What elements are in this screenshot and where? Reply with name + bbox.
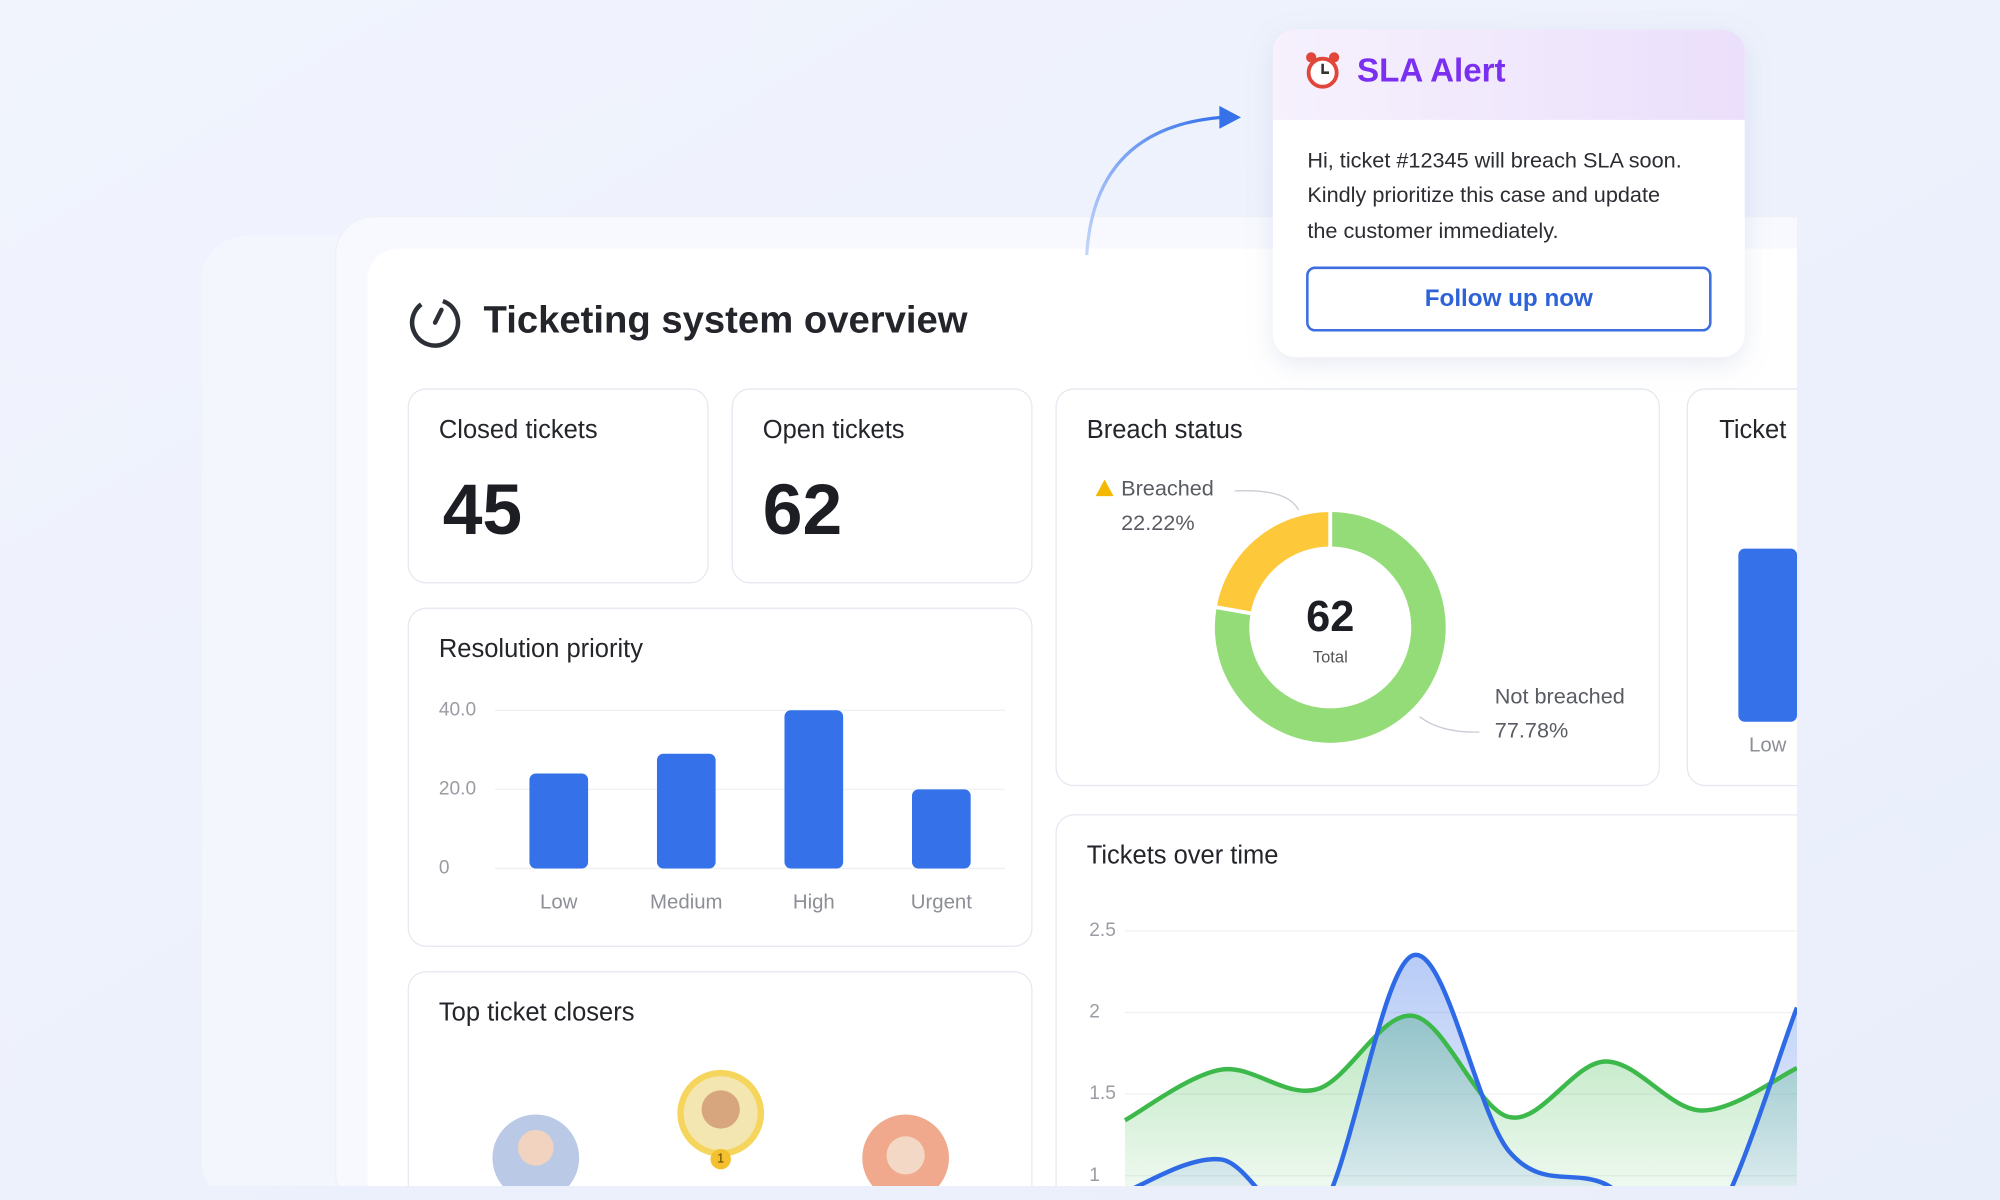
card-title: Tickets over time: [1087, 842, 1279, 870]
series-line: [1123, 1013, 1798, 1123]
bar: [1738, 548, 1798, 722]
y-tick-label: 1: [1089, 1165, 1100, 1186]
bar: [656, 753, 716, 869]
rank-badge: [710, 1148, 731, 1170]
kpi-card: [407, 388, 709, 584]
x-tick-label: Low: [1749, 734, 1787, 756]
x-tick-label: Urgent: [911, 891, 973, 913]
x-tick-label: Low: [540, 891, 578, 913]
x-tick-label: Medium: [650, 891, 723, 913]
header-icon: [409, 297, 461, 348]
warning-icon: [1095, 479, 1114, 497]
leader-line: [1234, 490, 1299, 511]
bar: [529, 773, 589, 869]
slice-label: Not breached: [1495, 683, 1625, 708]
kpi-label: Open tickets: [763, 416, 905, 444]
y-tick-label: 2.5: [1089, 920, 1116, 941]
alert-message: Kindly prioritize this case and update: [1307, 182, 1660, 207]
follow-up-button[interactable]: Follow up now: [1306, 266, 1712, 332]
button-frame[interactable]: [1306, 266, 1712, 332]
y-tick-label: 1.5: [1089, 1083, 1116, 1104]
header-icon-hand: [432, 307, 444, 325]
slice-value-label: 77.78%: [1495, 718, 1568, 743]
alert-message: Hi, ticket #12345 will breach SLA soon.: [1307, 148, 1681, 173]
donut-total: 62: [1306, 593, 1354, 641]
alarm-bell: [1306, 52, 1317, 63]
rank-badge-text: 1: [717, 1151, 724, 1166]
kpi-card: [731, 388, 1033, 584]
avatar-face: [517, 1129, 554, 1166]
arrow-head: [1219, 105, 1242, 129]
button-label[interactable]: Follow up now: [1425, 285, 1593, 312]
y-tick-label: 0: [439, 857, 450, 878]
donut-slice: [1211, 508, 1450, 747]
y-tick-label: 2: [1089, 1002, 1100, 1023]
kpi-label: Closed tickets: [439, 416, 598, 444]
x-tick-label: High: [793, 891, 835, 913]
page-title: Ticketing system overview: [484, 299, 968, 342]
alert-header: [1272, 29, 1745, 120]
connector-arrow: [1085, 115, 1223, 256]
breach-card: [1055, 388, 1660, 787]
alert-title: SLA Alert: [1357, 52, 1506, 89]
bar: [784, 710, 844, 869]
card-title: Ticket: [1719, 416, 1786, 444]
alert-message: the customer immediately.: [1307, 218, 1558, 243]
charts: Breached 22.22% Not breached 77.78% 62 Total 4…: [439, 475, 1798, 1186]
bar: [912, 789, 971, 869]
area-fill: [1138, 955, 1798, 1186]
series-line: [1133, 953, 1798, 1186]
slice-value-label: 22.22%: [1121, 510, 1194, 535]
alarm-hands: [1321, 63, 1330, 74]
card-title: Breach status: [1087, 416, 1243, 444]
y-tick-label: 40.0: [439, 699, 476, 720]
dashboard: Ticketing system overview Closed tickets…: [201, 216, 1798, 1186]
sla-alert: SLA Alert Hi, ticket #12345 will breach …: [1272, 29, 1745, 358]
card-title: Resolution priority: [439, 635, 643, 663]
donut-total-label: Total: [1313, 647, 1348, 666]
avatars: 1: [492, 1069, 949, 1186]
avatar-face: [701, 1090, 740, 1129]
card-title: Top ticket closers: [439, 999, 635, 1027]
y-tick-label: 20.0: [439, 778, 476, 799]
slice-label: Breached: [1121, 475, 1214, 500]
avatar-face: [886, 1136, 925, 1175]
kpi-value: 62: [763, 470, 842, 550]
alarm-bell: [1329, 52, 1340, 63]
leader-line: [1419, 716, 1480, 733]
kpi-value: 45: [443, 470, 522, 550]
header: Ticketing system overview: [409, 297, 968, 348]
